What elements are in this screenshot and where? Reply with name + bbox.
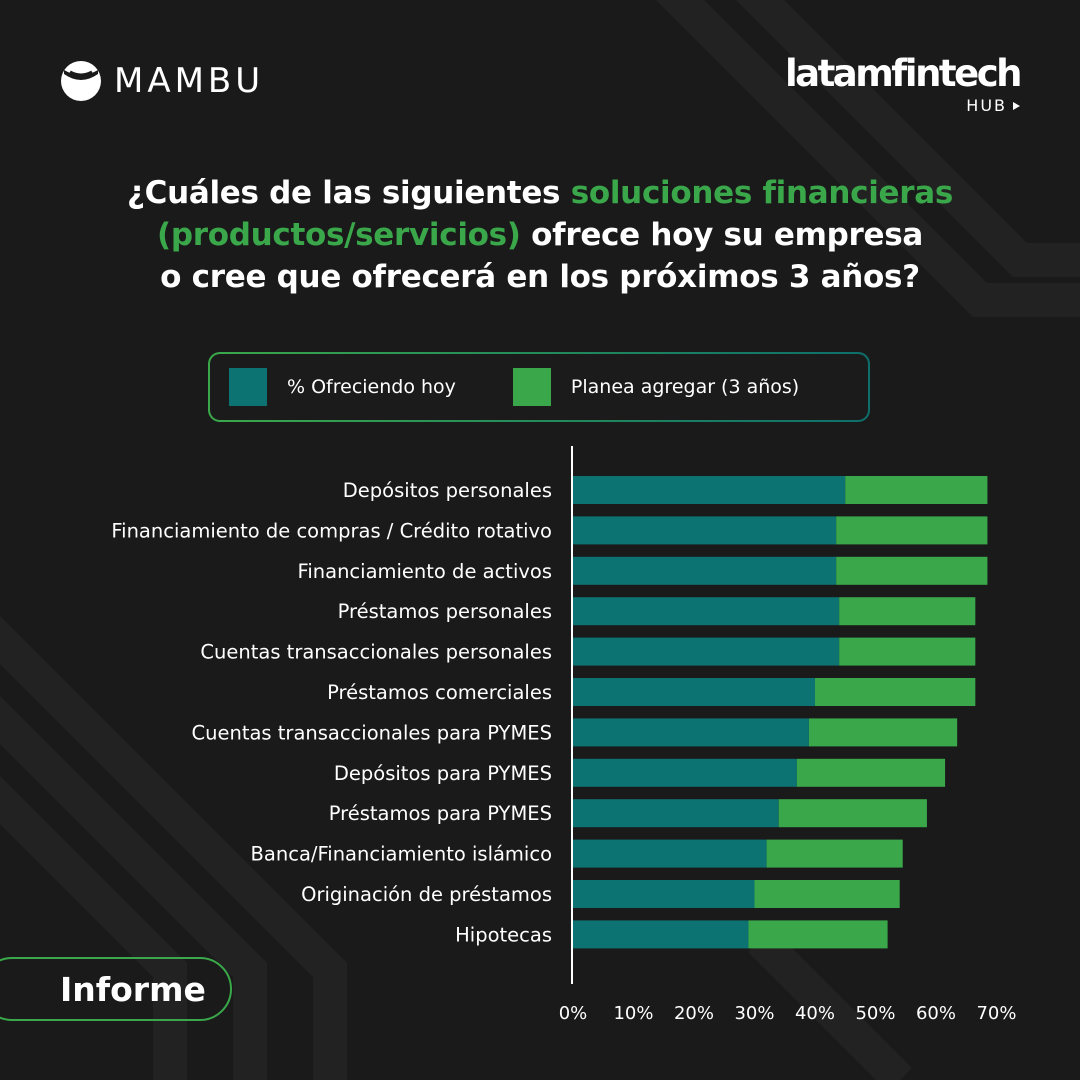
informe-badge: Informe bbox=[0, 957, 232, 1021]
category-label-2: Financiamiento de activos bbox=[298, 560, 552, 583]
title-highlight-1: soluciones financieras bbox=[570, 175, 954, 211]
category-label-3: Préstamos personales bbox=[338, 600, 552, 623]
bar-today-11 bbox=[573, 920, 749, 949]
category-label-0: Depósitos personales bbox=[343, 479, 552, 502]
bar-today-2 bbox=[573, 556, 837, 585]
bar-today-4 bbox=[573, 637, 840, 666]
latamfintech-logo: latamfintech HUB bbox=[784, 52, 1023, 116]
bar-today-6 bbox=[573, 718, 809, 747]
category-label-7: Depósitos para PYMES bbox=[334, 762, 552, 785]
title-part-2: ofrece hoy su empresa bbox=[520, 217, 924, 253]
bar-plan-5 bbox=[815, 678, 976, 706]
latamfintech-wordmark: latamfintech bbox=[784, 52, 1023, 95]
bar-plan-0 bbox=[845, 476, 988, 504]
x-tick-label-0: 0% bbox=[559, 1003, 588, 1024]
bar-plan-1 bbox=[836, 516, 988, 545]
legend-swatch-plan bbox=[512, 368, 551, 406]
page-title: ¿Cuáles de las siguientes soluciones fin… bbox=[40, 172, 1040, 298]
x-tick-label-5: 50% bbox=[855, 1003, 895, 1024]
bar-plan-10 bbox=[754, 880, 900, 908]
bar-plan-6 bbox=[808, 718, 958, 747]
bar-today-7 bbox=[573, 758, 797, 787]
bar-today-8 bbox=[573, 799, 779, 828]
legend-label-plan: Planea agregar (3 años) bbox=[570, 376, 800, 398]
category-label-11: Hipotecas bbox=[455, 923, 552, 946]
x-tick-label-2: 20% bbox=[674, 1003, 714, 1024]
title-part-1: ¿Cuáles de las siguientes bbox=[126, 175, 571, 211]
category-label-6: Cuentas transaccionales para PYMES bbox=[192, 721, 553, 744]
mambu-wordmark: MAMBU bbox=[114, 61, 265, 101]
bar-plan-4 bbox=[839, 637, 976, 666]
informe-label: Informe bbox=[60, 969, 206, 1009]
chart-legend: % Ofreciendo hoy Planea agregar (3 años) bbox=[208, 352, 870, 422]
x-tick-label-4: 40% bbox=[795, 1003, 835, 1024]
x-tick-label-1: 10% bbox=[613, 1003, 653, 1024]
category-label-9: Banca/Financiamiento islámico bbox=[251, 843, 552, 866]
mambu-logo: MAMBU bbox=[60, 60, 264, 102]
bar-plan-7 bbox=[796, 758, 946, 787]
legend-label-today: % Ofreciendo hoy bbox=[287, 376, 456, 398]
legend-item-today: % Ofreciendo hoy bbox=[229, 368, 456, 406]
play-triangle-icon bbox=[1013, 101, 1020, 110]
x-tick-label-7: 70% bbox=[976, 1003, 1016, 1024]
bar-today-9 bbox=[573, 839, 767, 868]
title-part-3: o cree que ofrecerá en los próximos 3 añ… bbox=[160, 259, 920, 295]
latamfintech-hub: HUB bbox=[785, 96, 1020, 115]
legend-swatch-today bbox=[229, 368, 267, 406]
legend-item-plan: Planea agregar (3 años) bbox=[512, 368, 800, 406]
bar-plan-9 bbox=[766, 839, 903, 868]
bar-plan-8 bbox=[778, 799, 927, 828]
category-label-4: Cuentas transaccionales personales bbox=[200, 641, 552, 664]
bar-plan-11 bbox=[748, 920, 888, 949]
bar-today-5 bbox=[573, 678, 815, 706]
category-label-1: Financiamiento de compras / Crédito rota… bbox=[111, 519, 552, 542]
mambu-mark-icon bbox=[61, 61, 101, 101]
category-label-8: Préstamos para PYMES bbox=[329, 802, 552, 825]
bar-plan-3 bbox=[839, 597, 976, 626]
x-tick-label-3: 30% bbox=[734, 1003, 774, 1024]
hub-label: HUB bbox=[966, 96, 1007, 115]
category-label-10: Originación de préstamos bbox=[301, 883, 552, 906]
bar-today-1 bbox=[573, 516, 837, 545]
bar-today-3 bbox=[573, 597, 840, 626]
category-label-5: Préstamos comerciales bbox=[327, 681, 552, 704]
bar-today-0 bbox=[573, 476, 846, 504]
bar-today-10 bbox=[573, 880, 755, 908]
x-tick-label-6: 60% bbox=[916, 1003, 956, 1024]
bar-plan-2 bbox=[836, 556, 988, 585]
title-highlight-2: (productos/servicios) bbox=[156, 217, 521, 253]
